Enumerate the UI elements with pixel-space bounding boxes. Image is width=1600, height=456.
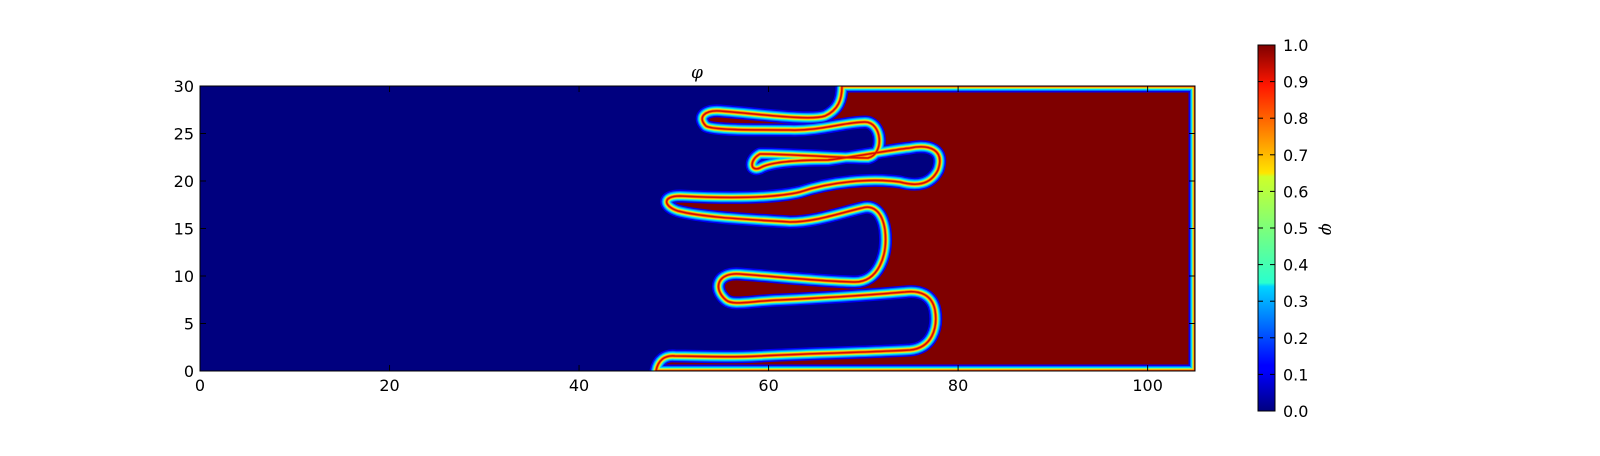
colorbar-tick-label: 0.4 — [1283, 256, 1308, 275]
x-tick-label: 0 — [195, 376, 205, 395]
colorbar-tick-label: 0.1 — [1283, 365, 1308, 384]
colorbar-label: φ — [1317, 223, 1337, 235]
x-tick-label: 100 — [1132, 376, 1163, 395]
y-tick-label: 10 — [174, 267, 194, 286]
x-tick-label: 20 — [379, 376, 399, 395]
phase-field-heatmap — [200, 86, 1195, 371]
colorbar-tick-label: 0.6 — [1283, 182, 1308, 201]
colorbar-tick-label: 0.8 — [1283, 109, 1308, 128]
x-axis: 0 20 40 60 80 100 — [195, 86, 1163, 395]
colorbar-tick-label: 0.7 — [1283, 146, 1308, 165]
colorbar-tick-label: 0.0 — [1283, 402, 1308, 421]
x-tick-label: 40 — [569, 376, 589, 395]
y-tick-label: 15 — [174, 220, 194, 239]
x-tick-label: 60 — [758, 376, 778, 395]
y-tick-label: 20 — [174, 172, 194, 191]
colorbar-tick-label: 0.9 — [1283, 73, 1308, 92]
y-axis: 0 5 10 15 20 25 30 — [174, 77, 1195, 381]
interface-contours — [649, 86, 1195, 371]
y-tick-label: 30 — [174, 77, 194, 96]
colorbar-tick-label: 0.3 — [1283, 292, 1308, 311]
colorbar-tick-label: 0.5 — [1283, 219, 1308, 238]
colorbar-tick-label: 0.2 — [1283, 329, 1308, 348]
y-tick-label: 0 — [184, 362, 194, 381]
chart-title: φ — [691, 63, 703, 83]
colorbar-axis: 0.0 0.1 0.2 0.3 0.4 0.5 0.6 0.7 0.8 0.9 1.0 — [1258, 36, 1308, 421]
colorbar-tick-label: 1.0 — [1283, 36, 1308, 55]
y-tick-label: 5 — [184, 315, 194, 334]
y-tick-label: 25 — [174, 125, 194, 144]
interface-band-6 — [655, 86, 1195, 371]
x-tick-label: 80 — [948, 376, 968, 395]
